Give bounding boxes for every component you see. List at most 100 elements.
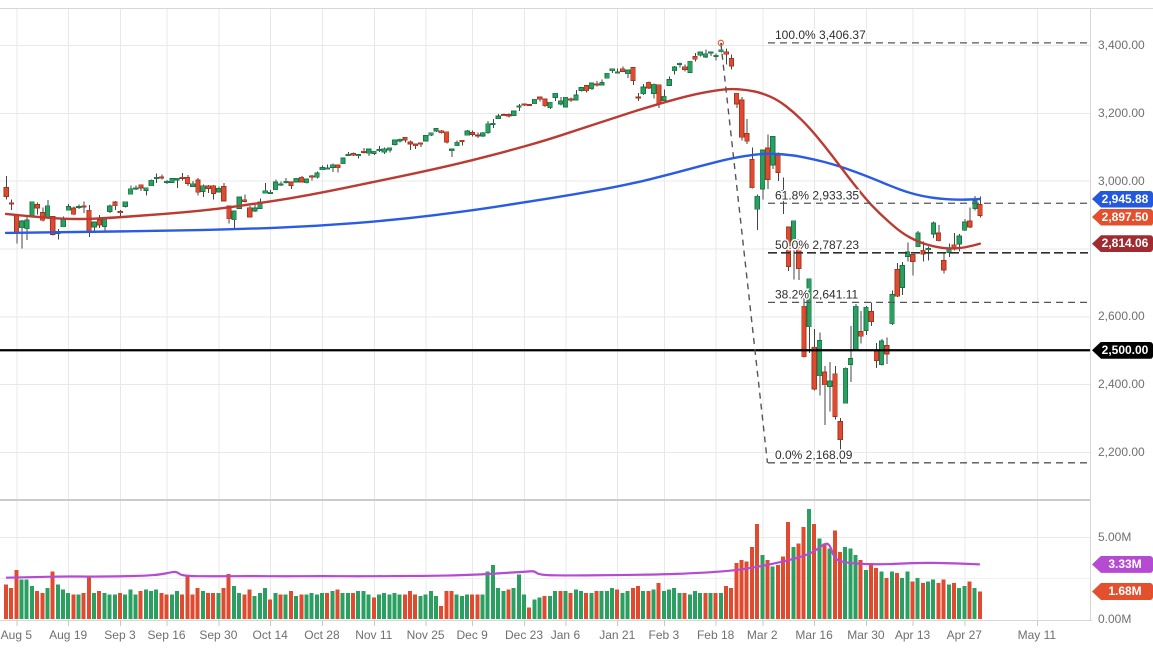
- candle-body-up: [588, 82, 595, 90]
- candle-body-down: [112, 201, 118, 207]
- candle-body-down: [205, 185, 211, 189]
- time-axis-label: Sep 3: [104, 628, 136, 642]
- candle-body-down: [542, 98, 548, 107]
- candle-body-up: [573, 94, 579, 101]
- candle-body-up: [847, 357, 854, 365]
- candle-body-up: [278, 183, 284, 186]
- volume-bar: [905, 571, 910, 619]
- time-axis-label: Apr 13: [894, 628, 931, 642]
- candle-body-down: [34, 204, 40, 209]
- volume-bar: [770, 566, 775, 619]
- candle-body-up: [345, 153, 351, 156]
- time-axis-label: Aug 5: [0, 628, 33, 642]
- volume-bar: [796, 543, 801, 619]
- candle-body-up: [547, 101, 553, 109]
- volume-bar: [941, 579, 946, 619]
- volume-bar: [962, 586, 967, 619]
- candle-body-up: [428, 132, 434, 136]
- candle-body-down: [70, 207, 77, 215]
- candle-body-down: [138, 184, 144, 189]
- candle-body-up: [45, 205, 51, 218]
- volume-bar: [335, 589, 340, 619]
- volume-bar: [123, 594, 128, 619]
- volume-bar: [594, 591, 599, 619]
- candle-body-down: [739, 99, 745, 138]
- candle-body-down: [474, 134, 481, 137]
- volume-bar: [687, 594, 692, 619]
- candle-body-up: [91, 221, 97, 228]
- volume-bar: [288, 591, 293, 619]
- volume-bar: [169, 594, 174, 619]
- candle-body-up: [599, 82, 605, 86]
- candle-body-up: [516, 105, 522, 108]
- candle-body-up: [122, 201, 128, 207]
- volume-bar: [801, 527, 806, 619]
- candle-body-down: [417, 142, 424, 145]
- volume-bar: [739, 559, 744, 619]
- candle-body-down: [692, 56, 698, 60]
- volume-bar: [946, 584, 951, 619]
- candle-body-up: [889, 294, 895, 325]
- volume-bar: [775, 564, 780, 619]
- candle-body-up: [816, 340, 823, 377]
- volume-bar: [107, 594, 112, 619]
- volume-bar: [630, 587, 635, 619]
- fib-anchor-marker[interactable]: [717, 39, 725, 47]
- candle-body-up: [531, 98, 538, 105]
- candle-body-up: [29, 201, 35, 217]
- volume-bar: [102, 592, 107, 619]
- fib-trendline[interactable]: [720, 42, 769, 463]
- candle-body-up: [552, 92, 558, 98]
- volume-bar: [40, 592, 45, 619]
- candle-body-down: [210, 185, 216, 194]
- candle-body-down: [868, 311, 874, 322]
- volume-bar: [863, 569, 868, 619]
- volume-bar: [749, 546, 754, 619]
- volume-bar: [786, 522, 791, 619]
- time-axis-label: Mar 30: [847, 628, 885, 642]
- candle-body-up: [236, 196, 242, 209]
- candle-body-up: [381, 148, 387, 153]
- volume-bar: [729, 587, 734, 619]
- volume-bar: [304, 594, 309, 619]
- volume-bar: [869, 563, 874, 619]
- time-axis-label: Feb 3: [648, 628, 680, 642]
- volume-bar: [392, 592, 397, 619]
- volume-bar: [625, 591, 630, 619]
- volume-bar: [299, 594, 304, 619]
- volume-bar: [806, 509, 811, 619]
- candle-body-up: [790, 220, 797, 245]
- volume-bar: [506, 589, 511, 619]
- volume-bar: [760, 555, 765, 619]
- candle-body-down: [811, 346, 817, 390]
- candle-body-up: [231, 210, 237, 221]
- candle-body-down: [8, 202, 14, 205]
- volume-bar: [926, 581, 931, 619]
- time-axis-label: Jan 21: [599, 628, 636, 642]
- candle-body-up: [557, 100, 564, 105]
- volume-bar: [972, 587, 977, 619]
- volume-bar: [283, 594, 288, 619]
- time-axis-label: Aug 19: [49, 628, 88, 642]
- candle-body-down: [526, 103, 532, 106]
- volume-bar: [366, 594, 371, 619]
- candle-body-up: [314, 172, 320, 178]
- candle-body-down: [645, 81, 652, 89]
- volume-ma-value-badge: 3.33M: [1092, 555, 1153, 573]
- candle-body-up: [956, 235, 962, 245]
- volume-bar: [848, 548, 853, 619]
- candle-body-down: [775, 154, 781, 173]
- time-axis-label: Sep 16: [147, 628, 186, 642]
- volume-axis-label: 5.00M: [1098, 530, 1132, 544]
- volume-bar: [24, 579, 29, 619]
- ma-slow-value-badge: 2,945.88: [1092, 190, 1153, 208]
- candle-body-down: [822, 371, 828, 386]
- ma-fast-value-badge: 2,814.06: [1092, 235, 1153, 253]
- volume-bar: [294, 596, 299, 619]
- volume-bar: [449, 591, 454, 619]
- volume-bar: [724, 586, 729, 619]
- fib-level-label: 0.0% 2,168.09: [775, 448, 853, 462]
- volume-bar: [547, 596, 552, 619]
- candle-body-down: [521, 103, 527, 106]
